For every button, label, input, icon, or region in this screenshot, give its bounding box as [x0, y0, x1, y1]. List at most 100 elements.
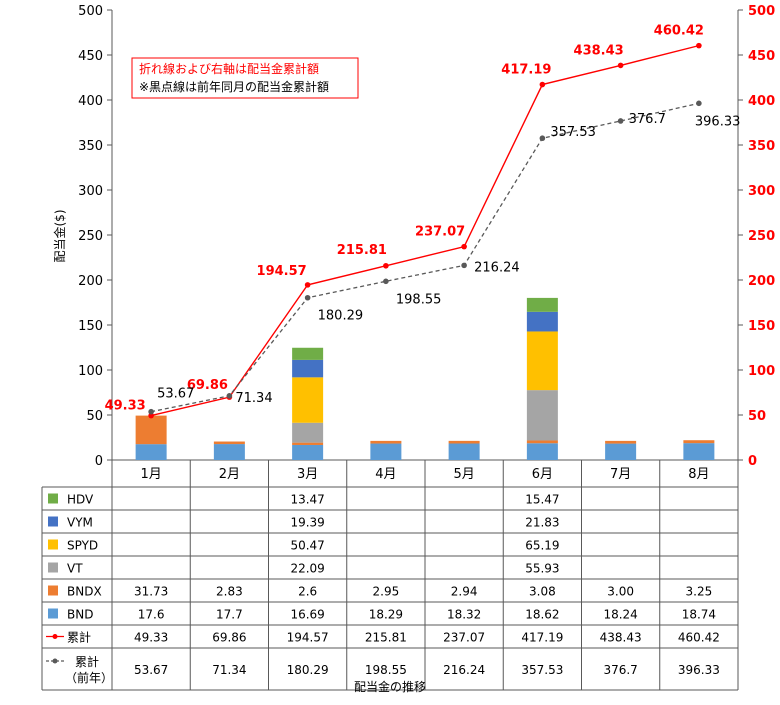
- table-cell: 2.6: [298, 585, 317, 599]
- y-tick-label: 350: [78, 139, 103, 154]
- y-tick-label: 200: [78, 274, 103, 289]
- table-cell: 55.93: [525, 562, 559, 576]
- table-cell: 49.33: [134, 631, 168, 645]
- prev-year-point: [226, 392, 233, 399]
- table-cell: 237.07: [443, 631, 485, 645]
- prev-year-data-label: 53.67: [157, 387, 194, 402]
- cumulative-data-label: 194.57: [257, 264, 307, 279]
- y2-tick-label: 0: [748, 454, 757, 469]
- cumulative-data-label: 460.42: [654, 24, 704, 39]
- prev-year-data-label: 180.29: [318, 309, 364, 324]
- y-tick-label: 400: [78, 94, 103, 109]
- prev-year-cumulative-line: [150, 102, 700, 413]
- cumulative-point: [617, 62, 624, 69]
- table-cell: 18.74: [682, 608, 716, 622]
- table-cell: 69.86: [212, 631, 246, 645]
- x-tick-label: 1月: [140, 467, 161, 482]
- y2-tick-label: 350: [748, 139, 775, 154]
- x-tick-label: 3月: [297, 467, 318, 482]
- table-cell: 2.94: [451, 585, 478, 599]
- legend-label: 累計（前年）: [65, 654, 113, 685]
- prev-year-point: [539, 135, 546, 142]
- table-cell: 17.6: [138, 608, 165, 622]
- bar-segment-bnd: [370, 443, 402, 460]
- table-cell: 198.55: [365, 663, 407, 677]
- prev-year-point: [383, 278, 389, 285]
- table-cell: 22.09: [290, 562, 324, 576]
- annotation-box: 折れ線および右軸は配当金累計額 ※黒点線は前年同月の配当金累計額: [131, 57, 359, 99]
- bar-segment-spyd: [292, 377, 324, 423]
- prev-year-point: [696, 100, 702, 107]
- bar-segment-bnd: [213, 444, 245, 460]
- prev-year-data-label: 216.24: [474, 260, 520, 275]
- y-tick-label: 150: [78, 319, 103, 334]
- data-table: 1月 2月 3月 4月 5月 6月 7月 8月 HDV 13.47 15.47 VYM 19.39 21.…: [41, 460, 739, 691]
- legend-key-vym: [48, 516, 58, 527]
- legend-key-bndx: [48, 585, 58, 596]
- table-cell: 19.39: [290, 516, 324, 530]
- table-cell: 71.34: [212, 663, 246, 677]
- cumulative-point: [539, 81, 546, 88]
- table-cell: 65.19: [525, 539, 559, 553]
- prev-year-point: [148, 408, 154, 415]
- x-tick-label: 8月: [688, 467, 709, 482]
- table-cell: 180.29: [287, 663, 329, 677]
- table-cell: 357.53: [521, 663, 563, 677]
- plot-area: 0 0 50 50 100 100 150 150 200 200 250 250 300 300 350 3…: [78, 4, 775, 469]
- legend-key-hdv: [48, 493, 58, 504]
- legend-label: VYM: [67, 516, 93, 530]
- bar-segment-bndx: [370, 440, 402, 444]
- cumulative-point: [148, 412, 154, 419]
- bar-segment-hdv: [292, 347, 324, 360]
- legend-label: 累計: [67, 630, 91, 645]
- x-tick-label: 2月: [219, 467, 240, 482]
- bar-segment-bnd: [683, 443, 715, 460]
- y2-tick-label: 300: [748, 184, 775, 199]
- cumulative-data-label: 215.81: [337, 243, 387, 258]
- y2-tick-label: 450: [748, 49, 775, 64]
- legend-label: VT: [67, 562, 83, 576]
- cumulative-data-label: 417.19: [501, 63, 551, 78]
- bar-segment-bndx: [135, 415, 167, 445]
- table-cell: 376.7: [603, 663, 637, 677]
- bar-segment-bndx: [292, 442, 324, 445]
- bar-segment-vt: [526, 390, 558, 441]
- legend-label: BNDX: [67, 585, 102, 599]
- table-cell: 3.00: [607, 585, 634, 599]
- bar-segment-hdv: [526, 297, 558, 312]
- table-cell: 396.33: [678, 663, 720, 677]
- cumulative-point: [304, 282, 311, 288]
- prev-year-point: [461, 262, 467, 269]
- legend-key-spyd: [48, 539, 58, 550]
- table-cell: 13.47: [290, 493, 324, 507]
- annotation-border: [131, 57, 359, 99]
- table-cell: 21.83: [525, 516, 559, 530]
- y2-tick-label: 500: [748, 4, 775, 19]
- y2-tick-label: 200: [748, 274, 775, 289]
- bar-segment-bndx: [683, 440, 715, 444]
- y-tick-label: 50: [86, 409, 103, 424]
- legend-label: HDV: [67, 493, 94, 507]
- bar-segment-vym: [526, 311, 558, 332]
- table-cell: 31.73: [134, 585, 168, 599]
- chart-title: 配当金の推移: [353, 680, 426, 694]
- table-cell: 15.47: [525, 493, 559, 507]
- x-tick-label: 6月: [532, 467, 553, 482]
- legend-key-marker: [52, 634, 58, 639]
- table-cell: 3.08: [529, 585, 556, 599]
- cumulative-data-label: 237.07: [415, 225, 465, 240]
- x-tick-label: 4月: [375, 467, 396, 482]
- cumulative-data-label: 438.43: [574, 43, 624, 58]
- x-tick-label: 5月: [453, 467, 474, 482]
- x-tick-label: 7月: [610, 467, 631, 482]
- table-cell: 53.67: [134, 663, 168, 677]
- y-axis-label: 配当金($): [52, 210, 67, 263]
- y2-tick-label: 100: [748, 364, 775, 379]
- prev-year-data-label: 396.33: [695, 114, 741, 129]
- y-tick-label: 300: [78, 184, 103, 199]
- table-cell: 460.42: [678, 631, 720, 645]
- table-cell: 50.47: [290, 539, 324, 553]
- prev-year-data-label: 198.55: [396, 292, 442, 307]
- y-tick-label: 250: [78, 229, 103, 244]
- cumulative-point: [383, 262, 389, 269]
